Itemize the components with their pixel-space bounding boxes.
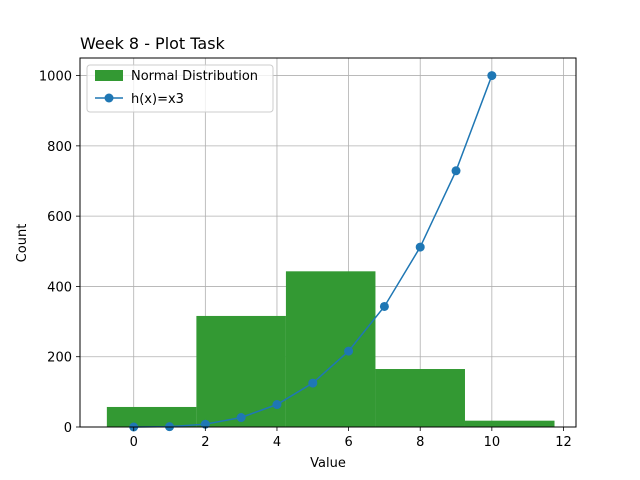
line-point [344,346,354,356]
line-point [451,166,461,176]
legend-histogram-label: Normal Distribution [131,69,258,84]
y-tick-label: 0 [64,421,72,436]
legend: Normal Distribution h(x)=x3 [86,64,274,113]
chart-title: Week 8 - Plot Task [80,34,226,53]
line-point [308,378,318,388]
x-tick-label: 2 [201,435,209,450]
y-tick-label: 400 [47,280,72,295]
legend-histogram-swatch [95,70,123,81]
line-point [379,301,389,311]
histogram-bar [106,406,197,427]
line-point [236,413,246,423]
x-tick-label: 4 [273,435,281,450]
histogram-bar [285,271,376,427]
axis-ticks: 0 2 4 6 8 10 12 0 200 400 600 800 1000 [39,70,572,450]
line-point [272,400,282,410]
histogram-bar [464,420,555,427]
line-point [487,71,497,81]
x-tick-label: 6 [344,435,352,450]
x-tick-label: 8 [416,435,424,450]
legend-line-label: h(x)=x3 [131,92,184,107]
y-tick-label: 600 [47,210,72,225]
y-tick-label: 800 [47,140,72,155]
y-tick-label: 200 [47,351,72,366]
x-tick-label: 0 [130,435,138,450]
histogram-bars [106,271,555,427]
legend-box [86,64,274,113]
plot-frame [79,57,577,428]
histogram-bar [196,315,286,427]
line-series [129,71,497,432]
line-point [200,419,210,429]
x-tick-label: 10 [484,435,501,450]
y-tick-label: 1000 [39,70,72,85]
line-point [415,242,425,252]
histogram-bar [375,369,465,427]
x-axis-label: Value [310,456,346,471]
legend-line-marker [104,93,114,103]
x-tick-label: 12 [555,435,572,450]
y-axis-label: Count [15,224,30,263]
